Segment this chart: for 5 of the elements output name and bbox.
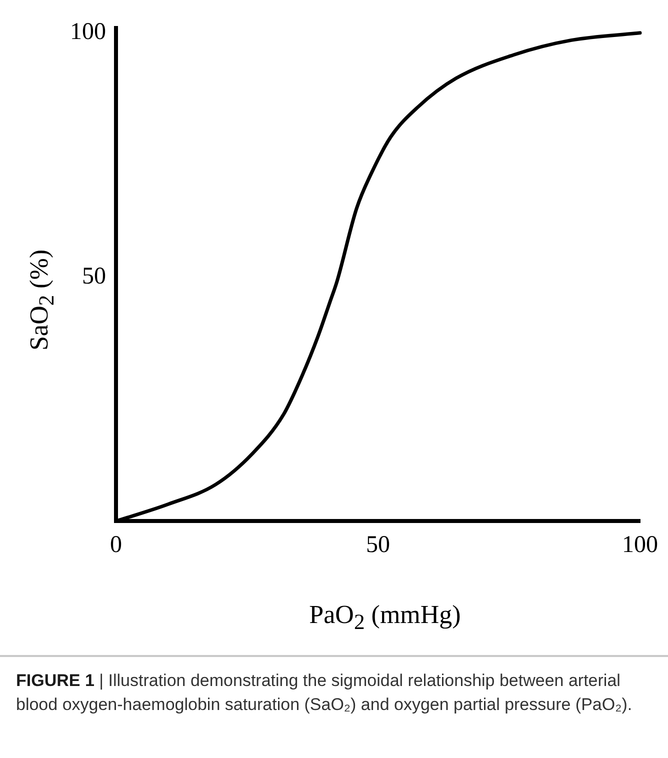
x-axis-title: PaO$_{2}$ (mmHg)	[309, 600, 461, 636]
x-tick-label: 50	[366, 532, 390, 558]
caption: FIGURE 1 | Illustration demonstrating the sigmoidal relationship between arterial blood oxygen-haemoglobin saturation (SaO₂) and oxygen partial pressure (PaO₂).	[16, 671, 632, 714]
x-tick-label: 0	[110, 532, 122, 558]
x-tick-label: 100	[622, 532, 658, 558]
